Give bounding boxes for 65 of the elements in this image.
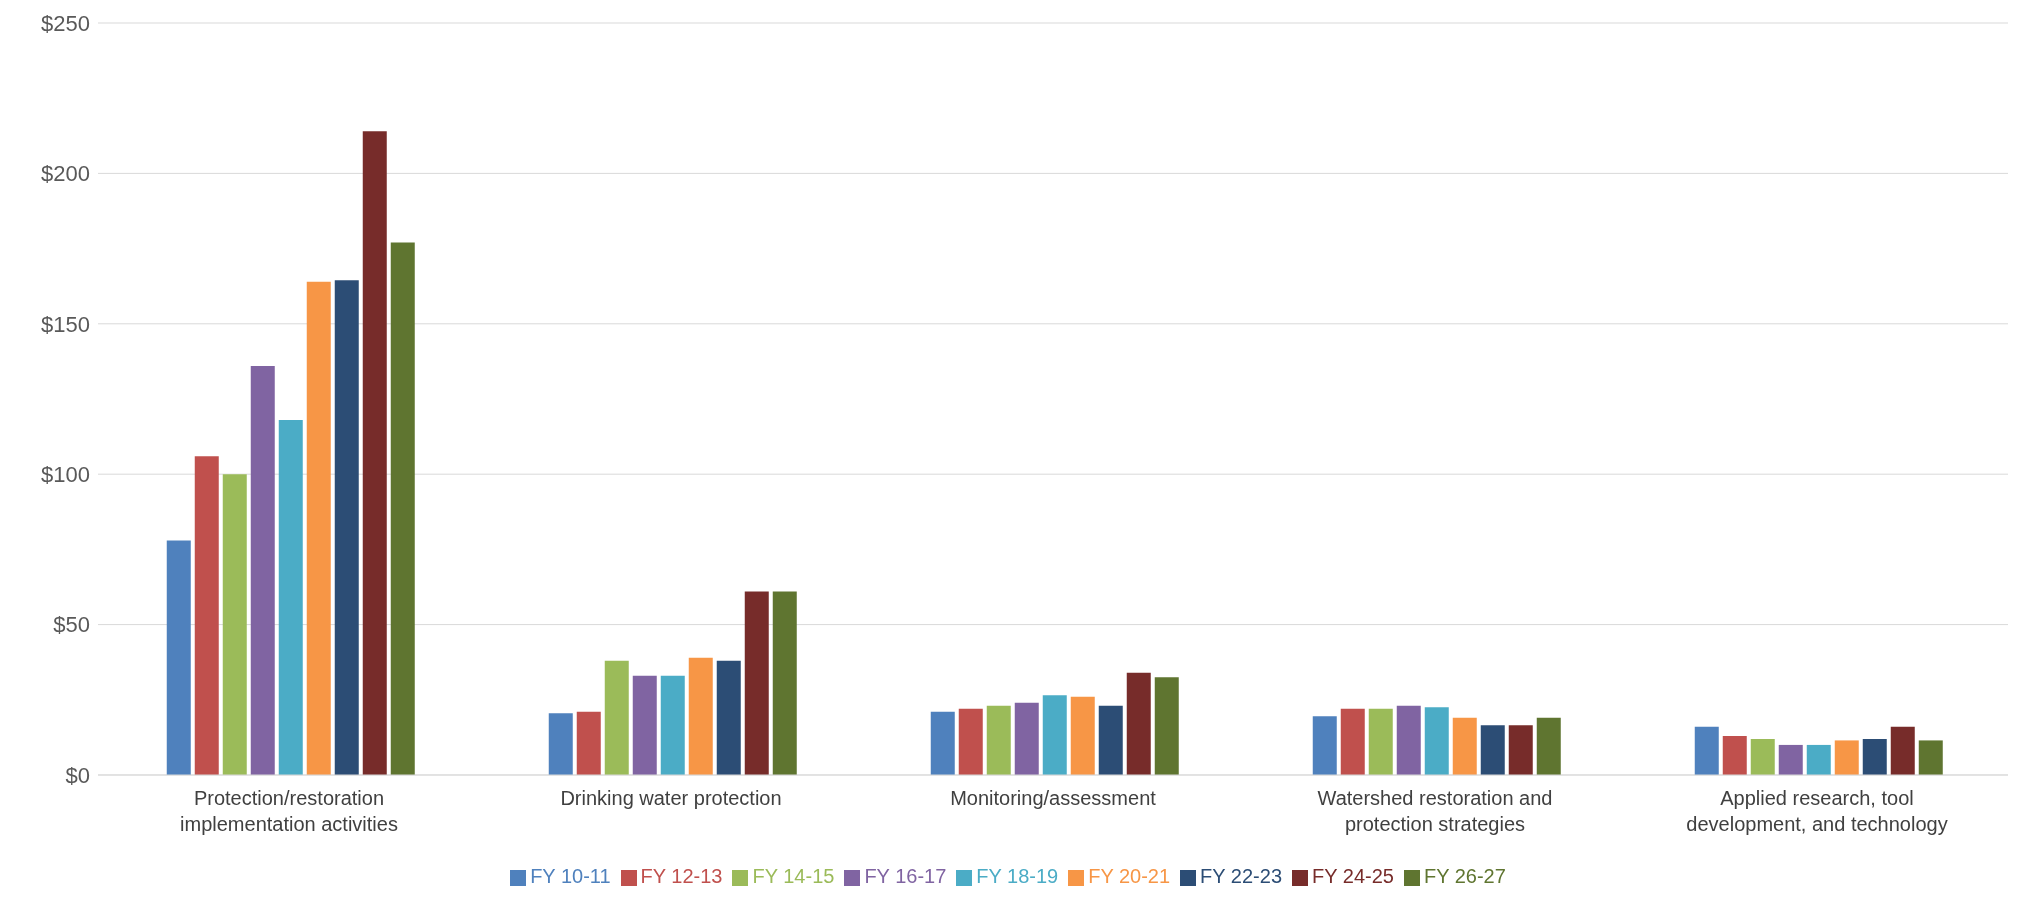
y-tick-label: $0 bbox=[65, 762, 90, 788]
bar bbox=[194, 456, 219, 775]
bar bbox=[660, 675, 685, 775]
bar bbox=[278, 420, 303, 775]
legend-label: FY 26-27 bbox=[1423, 865, 1506, 887]
x-tick-label: Protection/restoration implementation activities bbox=[180, 787, 398, 835]
bar bbox=[930, 711, 955, 775]
bar bbox=[744, 591, 769, 775]
bar bbox=[1480, 725, 1505, 775]
bar bbox=[1890, 726, 1915, 775]
x-tick-label: Monitoring/assessment bbox=[950, 787, 1157, 809]
bar bbox=[632, 675, 657, 775]
y-tick-label: $50 bbox=[53, 612, 90, 638]
bar bbox=[1368, 708, 1393, 775]
y-tick-label: $250 bbox=[41, 10, 90, 36]
x-tick-label: Watershed restoration and protection strategies bbox=[1317, 787, 1553, 835]
bar bbox=[1424, 707, 1449, 775]
bar bbox=[1312, 716, 1337, 775]
bar bbox=[1722, 735, 1747, 775]
legend-label: FY 22-23 bbox=[1200, 865, 1283, 887]
bar bbox=[1536, 717, 1561, 775]
bar bbox=[1918, 740, 1943, 775]
bar bbox=[1694, 726, 1719, 775]
bar bbox=[1806, 744, 1831, 775]
x-tick-label: Drinking water protection bbox=[560, 787, 782, 809]
bar bbox=[1340, 708, 1365, 775]
bar bbox=[1862, 738, 1887, 775]
bar bbox=[222, 474, 247, 775]
bar bbox=[306, 281, 331, 775]
bar bbox=[1154, 677, 1179, 775]
bar bbox=[772, 591, 797, 775]
x-tick-label: Applied research, tool development, and technology bbox=[1686, 787, 1948, 835]
bar bbox=[1452, 717, 1477, 775]
bar bbox=[1508, 725, 1533, 775]
bar bbox=[1070, 696, 1095, 775]
bar bbox=[1042, 695, 1067, 775]
bar bbox=[334, 280, 359, 775]
y-tick-label: $150 bbox=[41, 311, 90, 337]
legend-label: FY 10-11 bbox=[530, 865, 611, 887]
legend-label: FY 20-21 bbox=[1088, 865, 1171, 887]
bar bbox=[1126, 672, 1151, 775]
bar bbox=[166, 540, 191, 775]
legend-label: FY 12-13 bbox=[640, 865, 723, 887]
bar bbox=[688, 657, 713, 775]
legend-label: FY 24-25 bbox=[1312, 865, 1394, 887]
bar bbox=[548, 713, 573, 775]
bar bbox=[604, 660, 629, 775]
bar bbox=[250, 365, 275, 775]
legend-label: FY 16-17 bbox=[864, 865, 947, 887]
bar bbox=[716, 660, 741, 775]
bar bbox=[958, 708, 983, 775]
bar bbox=[1778, 744, 1803, 775]
bar bbox=[390, 242, 415, 775]
bar bbox=[1014, 702, 1039, 775]
y-tick-label: $200 bbox=[41, 161, 90, 187]
legend-label: FY 18-19 bbox=[976, 865, 1059, 887]
y-tick-label: $100 bbox=[41, 462, 90, 488]
bar bbox=[1396, 705, 1421, 775]
bar bbox=[1098, 705, 1123, 775]
bar bbox=[362, 131, 387, 775]
bar bbox=[576, 711, 601, 775]
bar bbox=[1834, 740, 1859, 775]
legend-label: FY 14-15 bbox=[752, 865, 835, 887]
bar bbox=[1750, 738, 1775, 775]
bar bbox=[986, 705, 1011, 775]
